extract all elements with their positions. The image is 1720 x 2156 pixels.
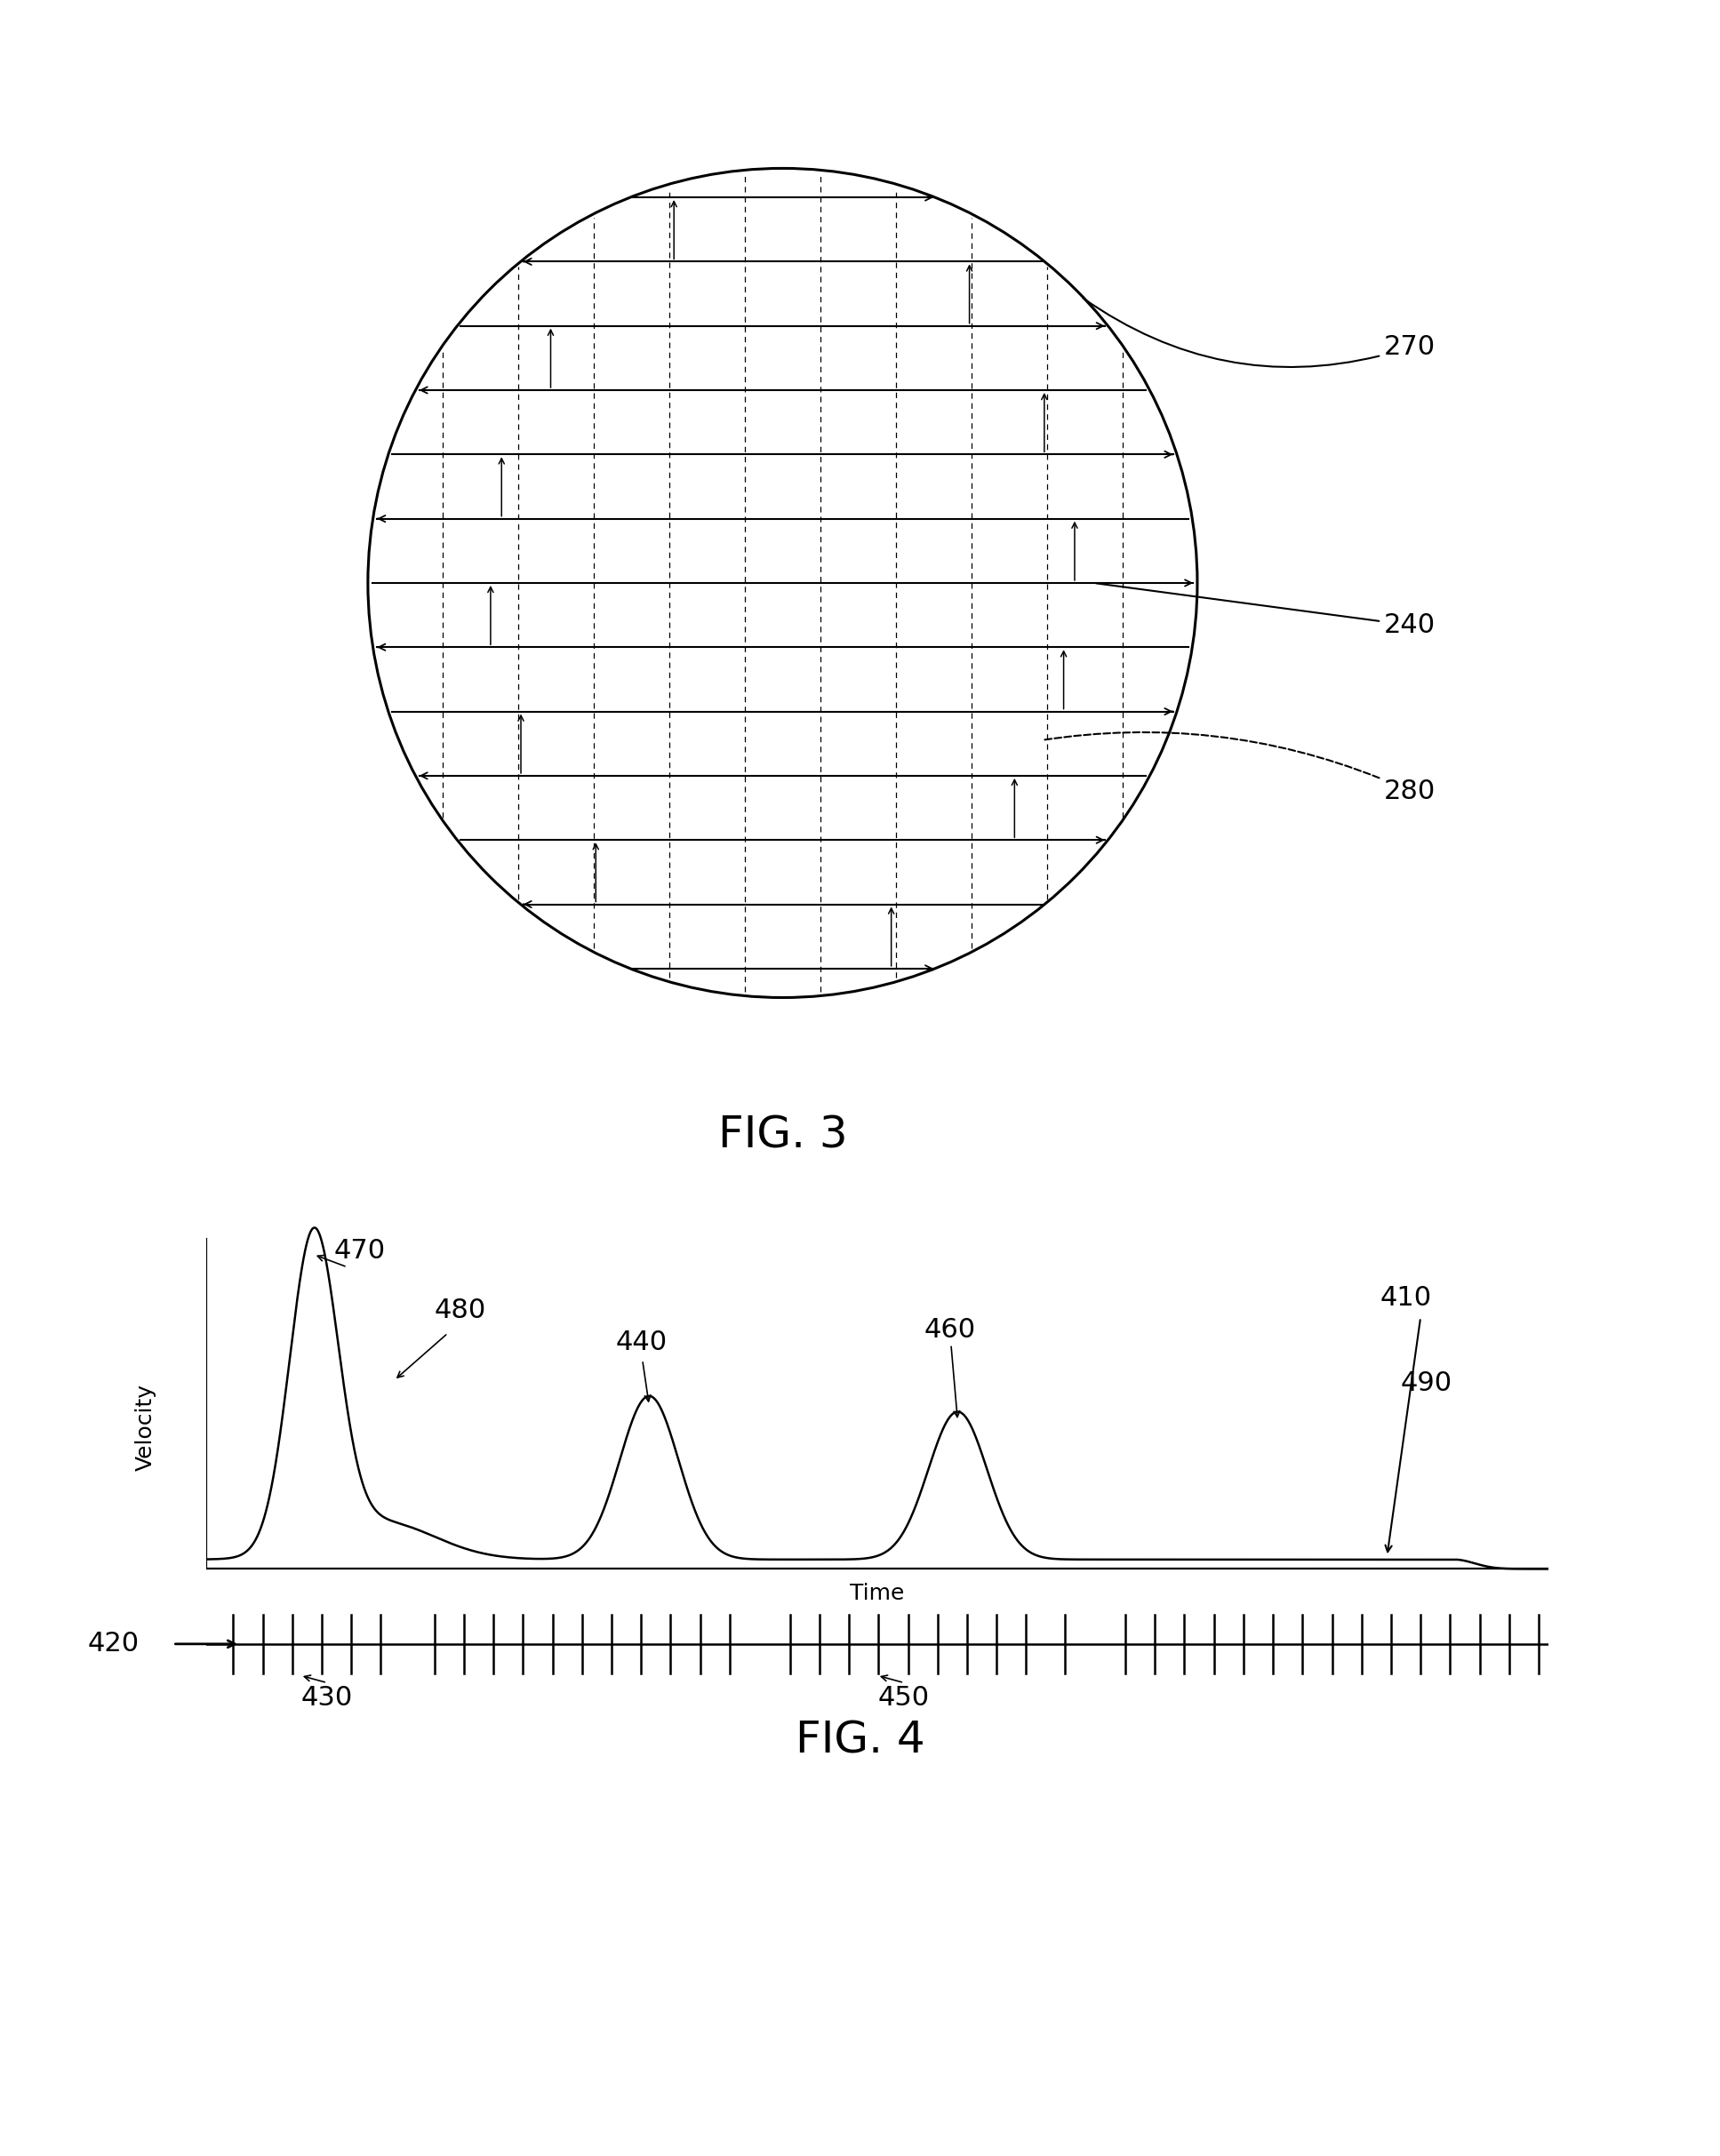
Text: 280: 280 [1042,733,1436,804]
Text: FIG. 3: FIG. 3 [717,1115,848,1156]
Text: 410: 410 [1381,1285,1433,1311]
Text: 470: 470 [334,1238,385,1263]
Text: Velocity: Velocity [136,1384,157,1470]
Text: 270: 270 [1084,298,1436,367]
Text: 240: 240 [1096,584,1436,638]
Text: FIG. 4: FIG. 4 [795,1720,925,1761]
Text: Time: Time [850,1583,905,1604]
Text: 490: 490 [1400,1371,1452,1397]
Text: 480: 480 [435,1298,487,1324]
Text: 430: 430 [301,1686,353,1712]
Text: 450: 450 [879,1686,931,1712]
Text: 420: 420 [88,1632,139,1656]
Text: 460: 460 [924,1317,975,1343]
Text: 440: 440 [616,1330,667,1356]
